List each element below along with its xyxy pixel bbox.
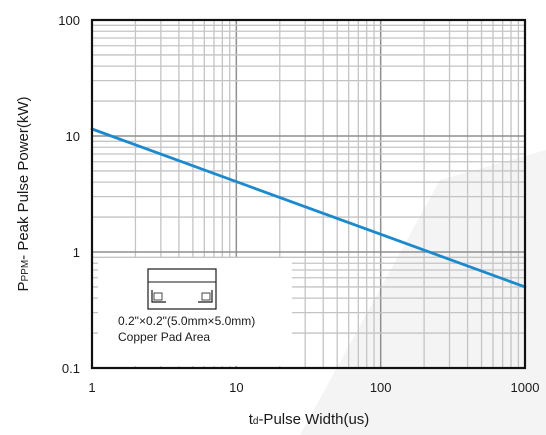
smd-package-icon [147,268,217,310]
y-label-suffix: - Peak Pulse Power(kW) [15,96,32,259]
x-tick-label: 1000 [511,380,540,395]
x-tick-label: 1 [88,380,95,395]
series-line-1 [90,127,527,289]
annotation-line-1: 0.2"×0.2"(5.0mm×5.0mm) [118,314,255,328]
x-axis-label: td-Pulse Width(us) [249,411,370,428]
x-label-subscript: d [253,416,259,427]
y-axis-label: PPPM- Peak Pulse Power(kW) [15,96,32,291]
x-tick-label: 100 [370,380,392,395]
y-tick-label: 1 [73,245,80,260]
y-tick-label: 10 [66,129,80,144]
tick-labels: 1 10 100 1000 0.1 1 10 100 [58,13,539,395]
copper-pad-annotation: 0.2"×0.2"(5.0mm×5.0mm) Copper Pad Area [98,258,292,366]
y-label-prefix: P [15,282,32,292]
x-label-prefix: t [249,411,254,428]
y-label-subscript: PPM [20,260,31,282]
y-tick-label: 0.1 [62,361,80,376]
plot-frame [90,18,527,370]
annotation-line-2: Copper Pad Area [118,330,210,344]
x-label-suffix: -Pulse Width(us) [258,411,369,428]
watermark-swoosh [300,150,546,435]
series-layer [90,127,527,289]
x-tick-label: 10 [229,380,243,395]
y-tick-label: 100 [58,13,80,28]
